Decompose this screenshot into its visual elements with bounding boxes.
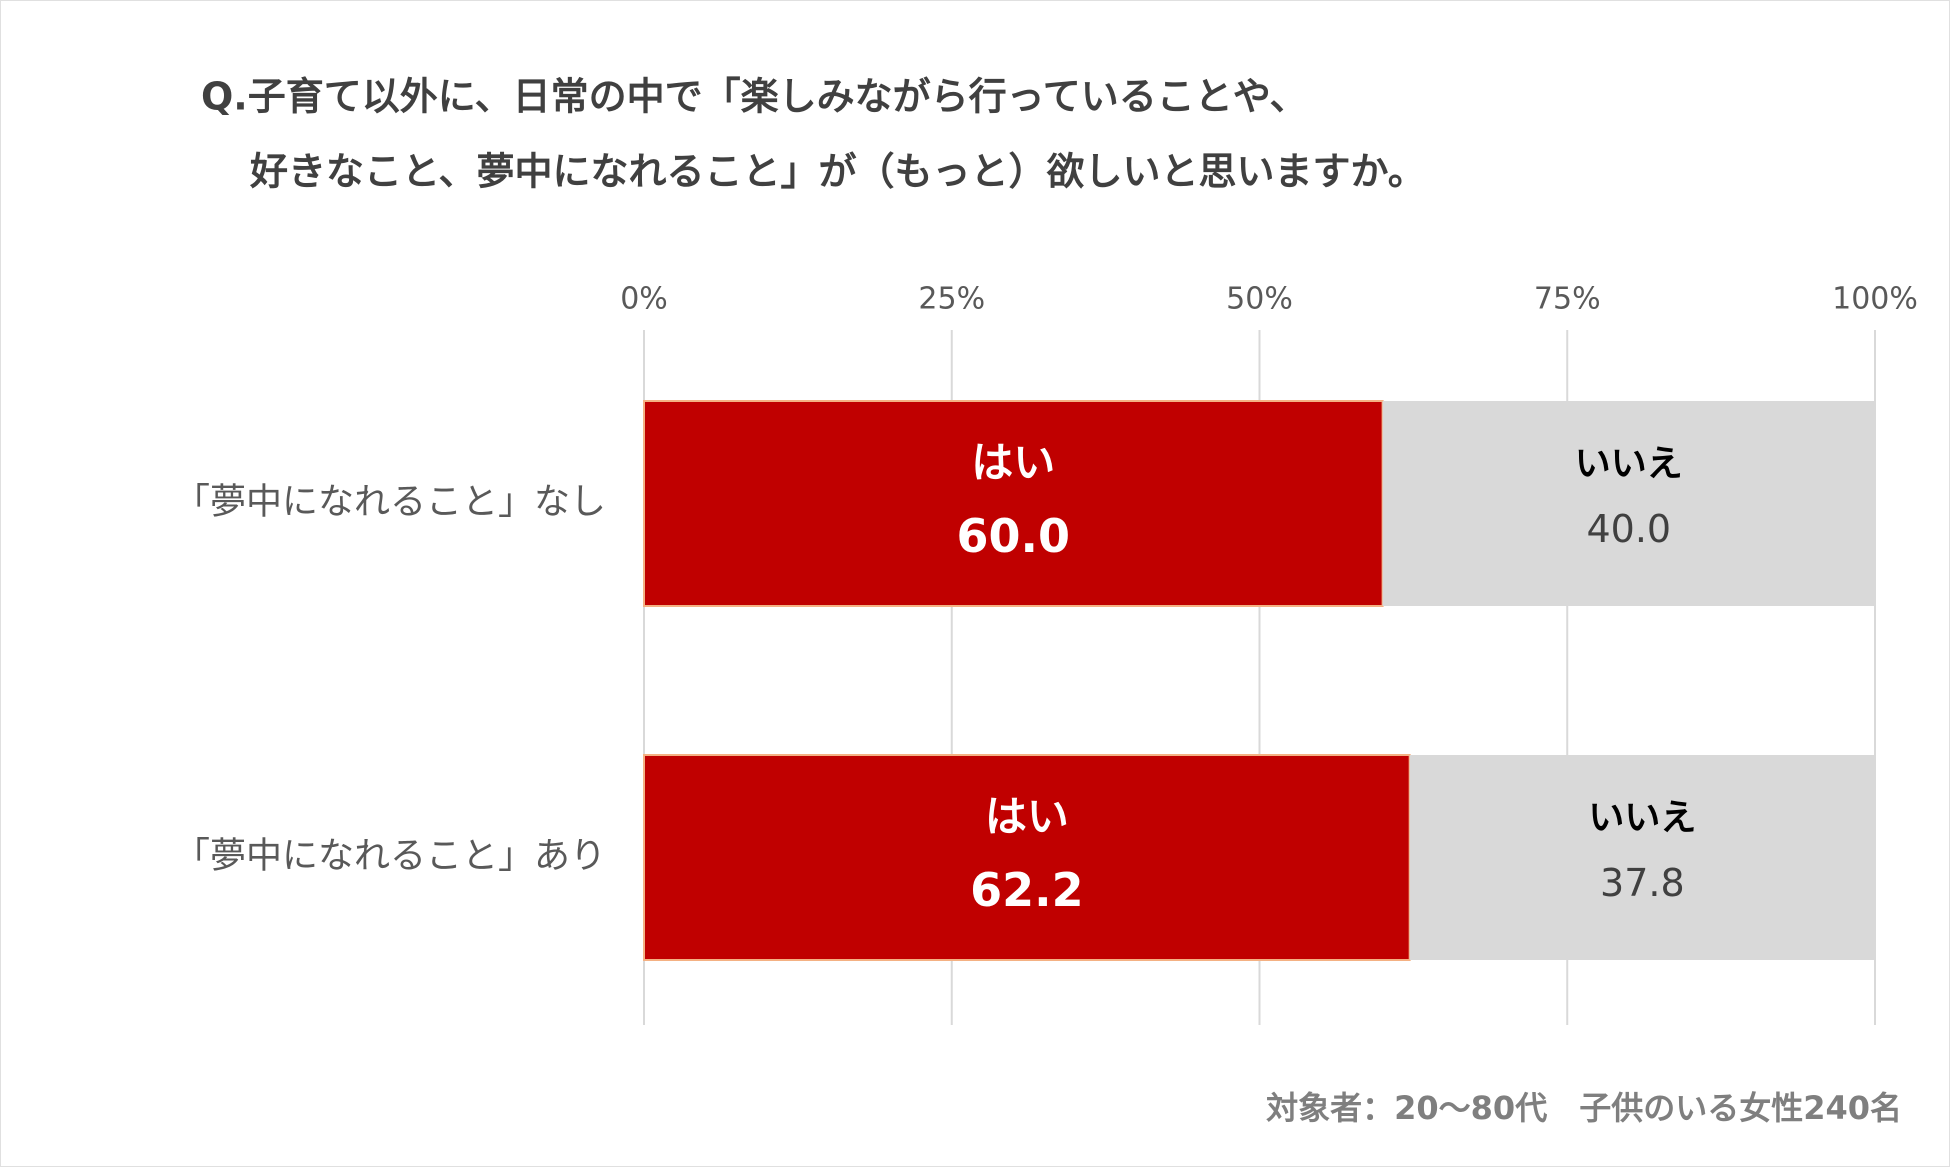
segment-name: いいえ	[1575, 444, 1683, 485]
x-tick-label: 50%	[1226, 282, 1293, 317]
value-label: 62.2	[970, 863, 1084, 917]
x-tick-label: 75%	[1534, 282, 1601, 317]
bar-segment	[643, 754, 1411, 961]
chart-title: Q.子育て以外に、日常の中で「楽しみながら行っていることや、	[201, 75, 1308, 119]
segment-name: はい	[971, 438, 1055, 487]
x-tick-label: 0%	[620, 282, 668, 317]
bar-segment	[643, 400, 1384, 607]
value-label: 60.0	[957, 509, 1071, 563]
segment-name: いいえ	[1588, 798, 1696, 839]
category-label: 「夢中になれること」なし	[174, 482, 606, 523]
value-label: 40.0	[1586, 507, 1671, 551]
note: 対象者：20～80代 子供のいる女性240名	[1266, 1089, 1902, 1127]
x-tick-label: 25%	[918, 282, 985, 317]
chart-title: 好きなこと、夢中になれること」が（もっと）欲しいと思いますか。	[249, 150, 1426, 194]
category-label: 「夢中になれること」あり	[174, 836, 606, 877]
bar-segment	[1409, 755, 1875, 960]
segment-name: はい	[985, 792, 1069, 841]
x-tick-label: 100%	[1832, 282, 1918, 317]
bar-segment	[1382, 401, 1875, 606]
value-label: 37.8	[1600, 861, 1685, 905]
